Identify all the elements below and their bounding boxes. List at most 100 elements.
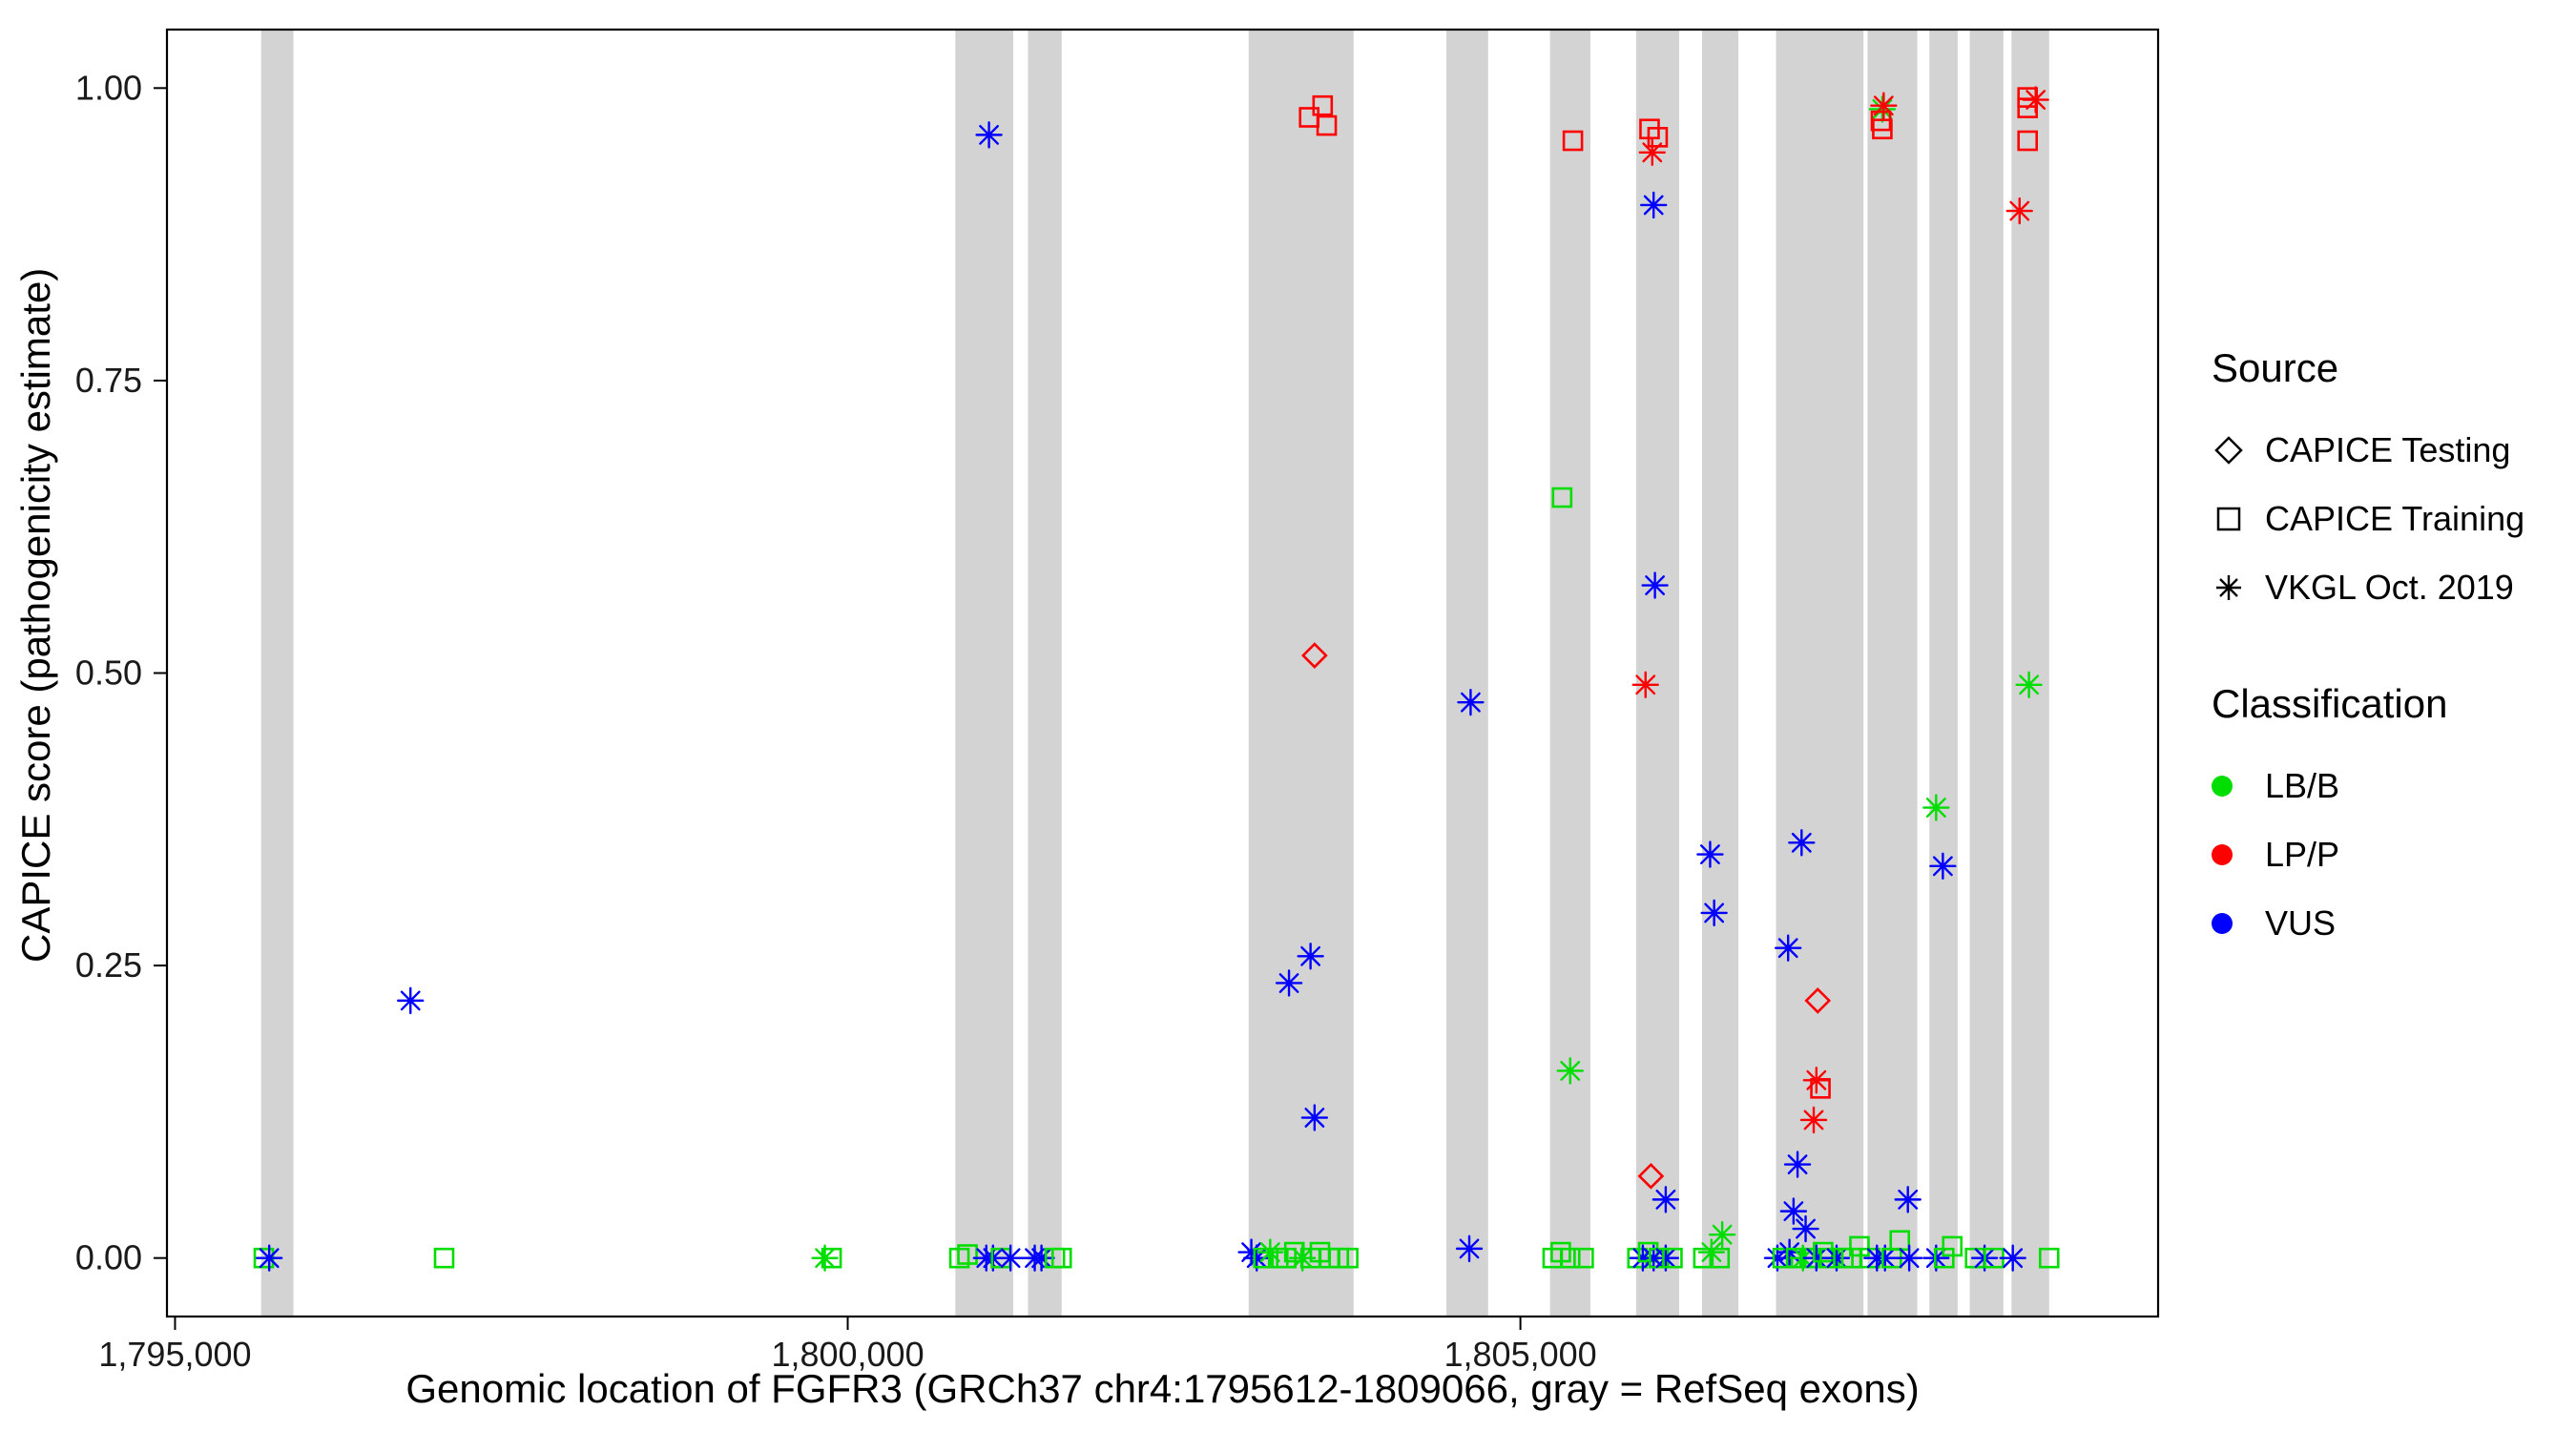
data-point-square [1709,1247,1731,1269]
x-axis-title: Genomic location of FGFR3 (GRCh37 chr4:1… [405,1366,1920,1411]
data-point-asterisk [1776,1238,1803,1266]
data-point-asterisk [975,121,1003,149]
data-point-square [2017,130,2039,152]
data-point-asterisk [811,1244,839,1272]
legend-classification: Classification LB/B LP/P VUS [2212,681,2566,958]
data-point-asterisk [1775,934,1802,962]
y-tick-label: 0.50 [75,653,142,693]
data-point-asterisk [1763,1244,1792,1272]
square-icon [2212,502,2265,536]
data-point-asterisk [1556,1057,1584,1085]
y-axis-title: CAPICE score (pathogenicity estimate) [13,267,58,963]
exon-band [1248,30,1354,1317]
green-dot-icon [2212,776,2265,797]
legend-item-lpp: LP/P [2212,820,2566,889]
legend-item-capice-testing: CAPICE Testing [2212,416,2566,485]
data-point-asterisk [1641,571,1669,599]
data-point-asterisk [1870,92,1898,119]
data-point-asterisk [397,986,425,1015]
data-point-diamond [1804,987,1832,1014]
data-point-diamond [1301,642,1328,669]
data-point-asterisk [1652,1244,1680,1272]
exon-band [1635,30,1679,1317]
legend: Source CAPICE Testing CAPICE Training [2212,345,2566,958]
exon-band [1549,30,1590,1317]
x-tick-label: 1,800,000 [771,1335,924,1374]
data-point-square [821,1247,842,1269]
data-point-square [957,1244,978,1265]
data-point-asterisk [1822,1244,1851,1272]
diamond-icon [2212,433,2265,467]
data-point-asterisk [1868,95,1897,123]
y-tick-label: 0.00 [75,1238,142,1277]
data-point-asterisk [1243,1244,1271,1272]
data-point-asterisk [1894,1186,1922,1213]
data-point-asterisk [2005,197,2033,225]
data-point-asterisk [1708,1220,1736,1249]
legend-item-label: VKGL Oct. 2019 [2265,568,2514,607]
data-point-asterisk [996,1244,1025,1272]
data-point-asterisk [1300,1104,1329,1131]
data-point-square [1316,114,1338,136]
data-point-asterisk [255,1244,283,1272]
exon-band [2011,30,2049,1317]
data-point-square [1253,1247,1275,1269]
data-point-square [433,1247,455,1269]
blue-dot-icon [2212,913,2265,934]
data-point-square [2038,1247,2060,1269]
data-point-asterisk [1638,138,1666,166]
legend-item-label: CAPICE Training [2265,499,2525,538]
data-point-square [1551,487,1573,508]
legend-item-capice-training: CAPICE Training [2212,485,2566,553]
data-point-asterisk [1895,1244,1923,1272]
data-point-square [1562,130,1584,152]
x-tick-label: 1,795,000 [98,1335,251,1374]
legend-item-label: LP/P [2265,835,2340,874]
data-point-square [1872,118,1893,140]
data-point-asterisk [1640,191,1668,219]
exon-band [955,30,1013,1317]
exon-band [1446,30,1488,1317]
legend-item-vus: VUS [2212,889,2566,958]
data-point-asterisk [1871,1244,1899,1272]
data-point-square [1637,1241,1659,1263]
data-point-square [2017,97,2039,118]
exon-band [1701,30,1739,1317]
data-point-asterisk [1802,1244,1831,1272]
y-tick-label: 1.00 [75,68,142,107]
data-point-asterisk [1455,1234,1484,1263]
data-point-asterisk [1792,1214,1819,1243]
data-point-asterisk [1457,688,1485,716]
asterisk-icon [2212,570,2265,605]
data-point-asterisk [1999,1244,2026,1272]
x-tick-label: 1,805,000 [1444,1335,1597,1374]
legend-item-label: VUS [2265,903,2337,943]
data-point-asterisk [1783,1151,1812,1178]
data-point-asterisk [1788,829,1816,857]
data-point-square [1338,1247,1359,1269]
data-point-square [1573,1247,1594,1269]
legend-item-vkgl: VKGL Oct. 2019 [2212,553,2566,622]
data-point-asterisk [1696,840,1724,868]
data-point-asterisk [1275,969,1303,997]
data-point-asterisk [1652,1186,1680,1213]
data-point-square [1050,1247,1072,1269]
data-point-diamond [1637,1163,1665,1190]
legend-source: Source CAPICE Testing CAPICE Training [2212,345,2566,622]
data-point-asterisk [1779,1197,1808,1225]
data-point-asterisk [1799,1106,1828,1134]
exon-band [1867,30,1918,1317]
data-point-square [1810,1078,1831,1099]
legend-item-label: CAPICE Testing [2265,430,2511,469]
legend-source-title: Source [2212,345,2339,390]
data-point-asterisk [1297,943,1324,970]
exon-band [260,30,294,1317]
data-point-square [1559,1247,1581,1269]
exon-band [1969,30,2004,1317]
data-point-square [1849,1235,1870,1257]
legend-classification-title: Classification [2212,681,2448,726]
data-point-asterisk [1929,852,1957,881]
data-point-square [1312,94,1334,116]
y-tick-label: 0.25 [75,945,142,985]
